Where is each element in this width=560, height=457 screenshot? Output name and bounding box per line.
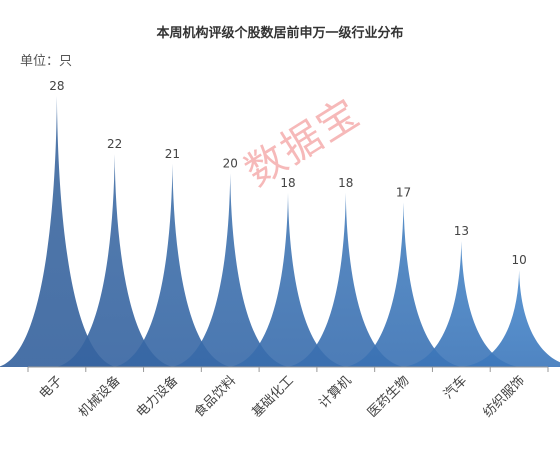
bar-机械设备 <box>55 154 174 367</box>
bar-汽车 <box>402 241 521 367</box>
data-label-电力设备: 21 <box>165 147 180 161</box>
bar-电力设备 <box>113 163 232 367</box>
x-tick-label-电力设备: 电力设备 <box>133 373 181 421</box>
x-tick-label-计算机: 计算机 <box>316 373 354 411</box>
bar-纺织服饰 <box>460 270 560 367</box>
data-label-基础化工: 18 <box>280 176 295 190</box>
x-tick-label-电子: 电子 <box>37 373 66 402</box>
data-label-食品饮料: 20 <box>223 156 238 170</box>
bar-医药生物 <box>344 202 463 367</box>
unit-label: 单位：只 <box>20 54 73 69</box>
data-label-医药生物: 17 <box>396 185 411 199</box>
bar-食品饮料 <box>171 173 290 367</box>
data-label-机械设备: 22 <box>107 137 122 151</box>
x-tick-label-基础化工: 基础化工 <box>249 373 296 420</box>
data-label-纺织服饰: 10 <box>511 253 526 267</box>
bar-计算机 <box>286 192 405 367</box>
x-tick-label-纺织服饰: 纺织服饰 <box>481 373 528 420</box>
x-tick-label-机械设备: 机械设备 <box>75 373 123 421</box>
chart-title: 本周机构评级个股数居前申万一级行业分布 <box>156 26 404 41</box>
data-label-汽车: 13 <box>454 224 469 238</box>
x-tick-label-医药生物: 医药生物 <box>365 373 412 420</box>
x-tick-label-汽车: 汽车 <box>440 373 470 403</box>
bar-电子 <box>0 96 116 367</box>
x-tick-label-食品饮料: 食品饮料 <box>191 373 239 421</box>
bar-基础化工 <box>229 192 347 367</box>
data-label-计算机: 18 <box>338 176 353 190</box>
data-label-电子: 28 <box>49 79 64 93</box>
